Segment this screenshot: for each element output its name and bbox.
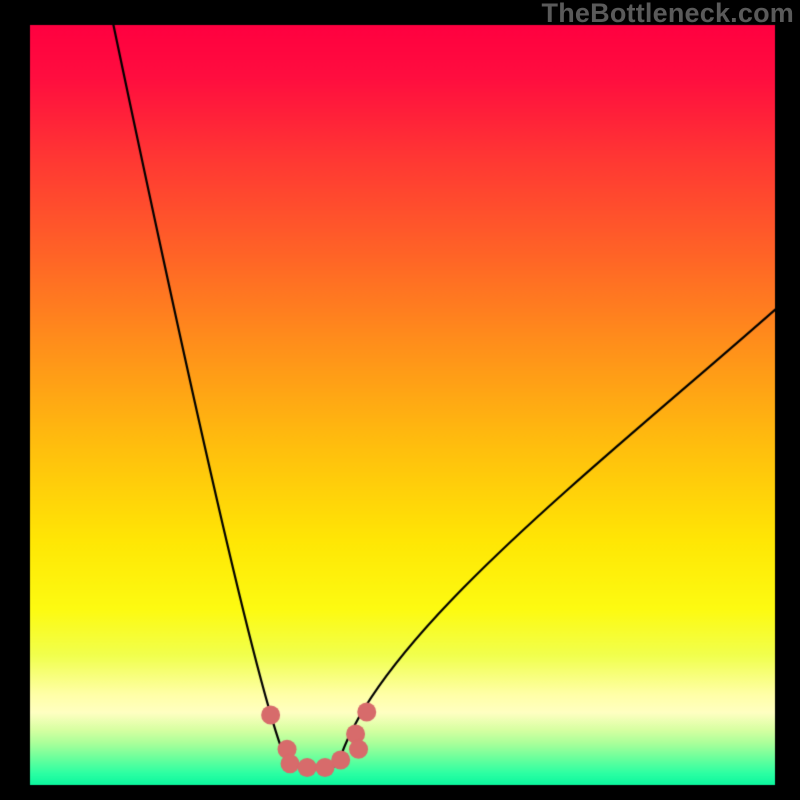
bottleneck-chart: [0, 0, 800, 800]
